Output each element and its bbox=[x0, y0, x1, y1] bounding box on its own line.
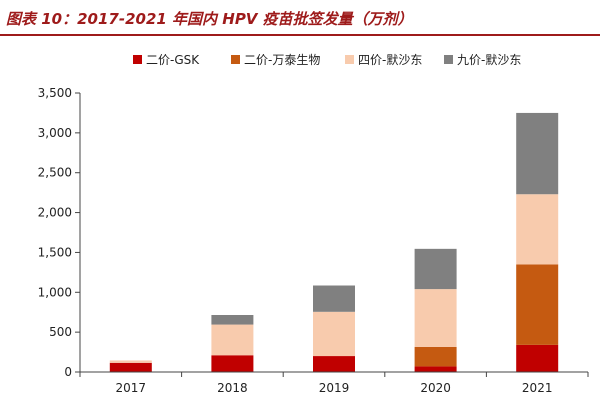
bar-segment-2018-series-0 bbox=[211, 355, 254, 372]
bar-segment-2019-series-2 bbox=[313, 311, 355, 357]
figure-title: 图表 10：2017-2021 年国内 HPV 疫苗批签发量（万剂） bbox=[6, 10, 413, 28]
bar-segment-2020-series-3 bbox=[414, 248, 457, 290]
legend-label-0: 二价-GSK bbox=[146, 53, 200, 67]
y-tick-label: 3,000 bbox=[38, 126, 72, 140]
bar-segment-2021-series-2 bbox=[516, 194, 559, 265]
bar-segment-2018-series-2 bbox=[211, 324, 254, 356]
y-tick-label: 3,500 bbox=[38, 86, 72, 100]
y-tick-label: 0 bbox=[64, 365, 72, 379]
x-tick-label: 2018 bbox=[217, 381, 248, 395]
figure-title-bar: 图表 10：2017-2021 年国内 HPV 疫苗批签发量（万剂） bbox=[0, 0, 600, 36]
legend-swatch-1 bbox=[231, 55, 240, 64]
x-tick-label: 2021 bbox=[522, 381, 553, 395]
bar-segment-2020-series-0 bbox=[414, 366, 457, 372]
y-tick-label: 1,000 bbox=[38, 285, 72, 299]
bar-segment-2020-series-1 bbox=[414, 346, 457, 367]
stacked-bar-chart: 二价-GSK 二价-万泰生物 四价-默沙东 九价-默沙东 0 500 1,000 1,500… bbox=[38, 52, 589, 395]
bar-segment-2021-series-0 bbox=[516, 344, 559, 372]
bar-segment-2019-series-0 bbox=[313, 356, 355, 372]
bar-segment-2021-series-1 bbox=[516, 264, 559, 345]
legend-swatch-3 bbox=[444, 55, 453, 64]
bars bbox=[109, 112, 559, 372]
legend-label-3: 九价-默沙东 bbox=[457, 52, 521, 67]
bar-segment-2021-series-3 bbox=[516, 112, 559, 195]
legend: 二价-GSK 二价-万泰生物 四价-默沙东 九价-默沙东 bbox=[133, 52, 521, 67]
y-tick-label: 2,000 bbox=[38, 206, 72, 220]
x-axis: 2017 2018 2019 2020 2021 bbox=[79, 371, 589, 395]
x-tick-label: 2019 bbox=[319, 381, 350, 395]
y-tick-label: 2,500 bbox=[38, 166, 72, 180]
x-tick-label: 2020 bbox=[420, 381, 451, 395]
legend-label-2: 四价-默沙东 bbox=[358, 52, 422, 67]
bar-segment-2017-series-2 bbox=[109, 360, 152, 363]
bar-segment-2018-series-3 bbox=[211, 315, 254, 325]
bar-segment-2019-series-3 bbox=[313, 285, 355, 312]
legend-label-1: 二价-万泰生物 bbox=[244, 53, 320, 67]
bar-segment-2020-series-2 bbox=[414, 289, 457, 347]
x-tick-label: 2017 bbox=[116, 381, 147, 395]
bar-segment-2017-series-0 bbox=[109, 362, 152, 372]
y-tick-label: 500 bbox=[49, 325, 72, 339]
y-tick-label: 1,500 bbox=[38, 245, 72, 259]
legend-swatch-2 bbox=[345, 55, 354, 64]
legend-swatch-0 bbox=[133, 55, 142, 64]
y-axis: 0 500 1,000 1,500 2,000 2,500 3,000 3,500 bbox=[38, 86, 81, 379]
